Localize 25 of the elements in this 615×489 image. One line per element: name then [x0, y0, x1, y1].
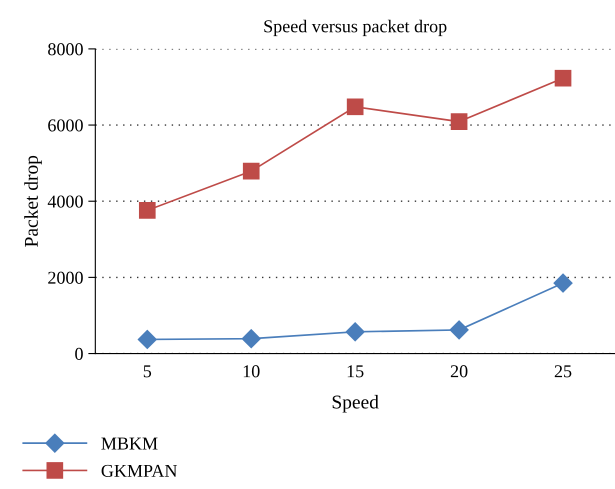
x-tick-label: 15: [348, 365, 364, 378]
point: [554, 70, 572, 87]
point: [554, 274, 573, 293]
x-axis-title: Speed: [332, 394, 379, 413]
y-tick-label: 8000: [48, 43, 83, 56]
legend-label: GKMPAN: [102, 464, 178, 477]
point: [346, 322, 365, 342]
x-tick-label: 5: [144, 365, 152, 378]
y-axis-title: Packet drop: [24, 156, 42, 247]
point: [346, 98, 364, 116]
point: [138, 202, 156, 219]
point: [242, 329, 261, 348]
y-tick-label: 4000: [48, 195, 83, 208]
point: [450, 113, 468, 130]
x-tick-label: 25: [554, 365, 572, 378]
point: [242, 162, 260, 180]
y-tick-label: 6000: [48, 119, 83, 132]
x-tick-label: 20: [450, 365, 468, 378]
x-tick-label: 10: [244, 365, 260, 378]
point: [450, 320, 469, 340]
chart-title: Speed versus packet drop: [264, 20, 446, 36]
point: [138, 330, 157, 349]
legend-label: MBKM: [101, 438, 158, 450]
y-tick-label: 0: [75, 348, 83, 360]
y-tick-label: 2000: [48, 272, 83, 284]
